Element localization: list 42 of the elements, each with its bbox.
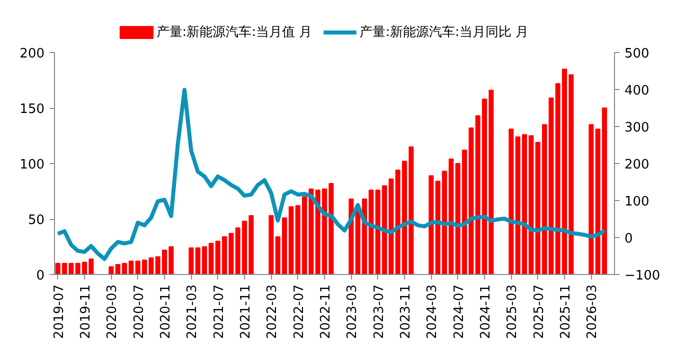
x-tick-label: 2023-03 <box>345 284 360 339</box>
x-tick-label: 2023-07 <box>372 284 387 339</box>
x-tick-label: 2020-03 <box>105 284 120 339</box>
y2-tick-label: 200 <box>624 158 650 172</box>
x-tick-label: 2022-11 <box>318 284 334 339</box>
x-tick-label: 2025-07 <box>532 284 547 339</box>
x-tick-label: 2025-11 <box>558 284 574 339</box>
y-tick-label: 50 <box>28 213 45 228</box>
y-tick-label: 100 <box>20 158 45 172</box>
y-tick-label: 150 <box>20 102 45 117</box>
x-tick-label: 2020-11 <box>158 284 174 339</box>
x-tick-label: 2024-11 <box>478 284 494 339</box>
x-tick-label: 2021-03 <box>185 284 200 339</box>
legend-label: 产量:新能源汽车:当月值 月 <box>156 25 312 40</box>
y2-tick-label: 500 <box>624 46 650 62</box>
y2-tick-label: 300 <box>624 120 650 136</box>
y-tick-label: 200 <box>20 46 45 62</box>
x-tick-label: 2022-03 <box>265 284 280 339</box>
x-tick-label: 2022-07 <box>292 284 307 339</box>
y2-tick-label: −100 <box>624 268 660 284</box>
bar <box>108 266 114 274</box>
y2-tick-label: 0 <box>624 232 633 246</box>
x-tick-label: 2019-11 <box>78 284 94 339</box>
bar <box>188 247 194 274</box>
y2-tick-label: 100 <box>624 194 650 210</box>
bar <box>508 128 514 274</box>
x-tick-label: 2021-07 <box>212 284 227 339</box>
bar <box>428 175 434 274</box>
legend-label: 产量:新能源汽车:当月同比 月 <box>360 25 529 40</box>
x-tick-label: 2024-07 <box>452 284 467 339</box>
x-tick-label: 2026-03 <box>585 284 600 339</box>
y2-tick-label: 400 <box>624 84 650 98</box>
x-tick-label: 2024-03 <box>425 284 440 339</box>
x-tick-label: 2019-07 <box>52 284 67 339</box>
bar <box>268 215 274 274</box>
x-tick-label: 2020-07 <box>132 284 147 339</box>
y-tick-label: 0 <box>36 268 45 284</box>
x-tick-label: 2025-03 <box>505 284 520 339</box>
x-tick-label: 2021-11 <box>238 284 254 339</box>
x-tick-label: 2023-11 <box>398 284 414 339</box>
bar <box>588 124 594 274</box>
line-series <box>56 88 606 261</box>
